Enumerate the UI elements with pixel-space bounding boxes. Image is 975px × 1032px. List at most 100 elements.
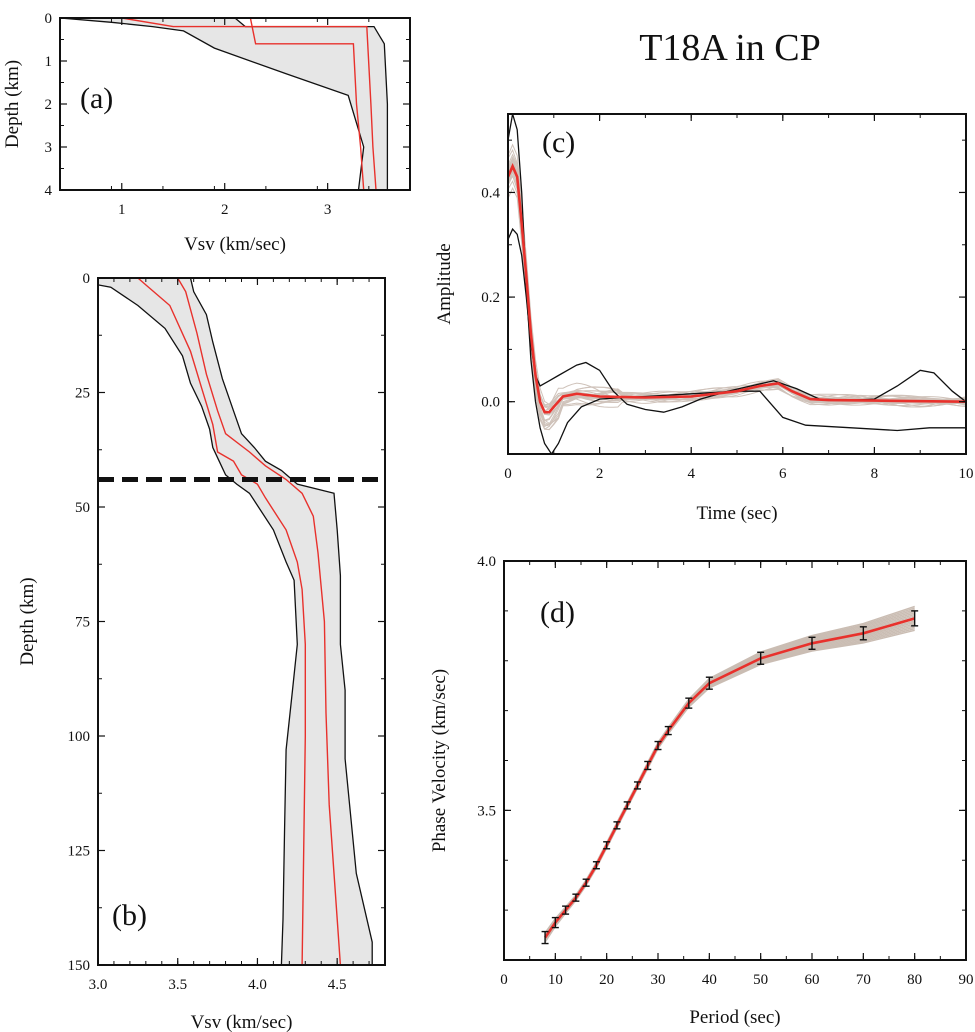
ensemble-trace [508,165,966,414]
ensemble-trace [508,143,966,408]
y-tick-label: 3 [45,140,53,156]
ensemble-trace [508,161,966,408]
y-tick-label: 100 [68,729,91,745]
x-tick-label: 8 [871,466,879,482]
envelope-max-line [98,278,373,965]
y-tick-label: 3.5 [477,803,496,819]
ensemble-trace [508,162,966,406]
panel-label: (b) [112,899,147,932]
ensemble-curve [544,615,915,937]
x-tick-label: 4.5 [328,977,347,993]
ensemble-curve [544,607,915,934]
plot-area [60,18,389,190]
y-tick-label: 75 [75,615,90,631]
x-tick-label: 0 [504,466,512,482]
ensemble-trace [508,148,966,424]
y-tick-label: 0.2 [481,290,500,306]
ensemble-trace [508,187,966,413]
y-tick-label: 0.4 [481,185,500,201]
y-axis-label: Phase Velocity (km/sec) [429,669,450,852]
ensemble-trace [508,156,966,408]
panel-d-phase-velocity-dispersion: 0 10 20 30 40 50 60 70 80 90 3.5 4.0 Period (sec) Pha… [429,554,974,1028]
y-tick-label: 50 [75,500,90,516]
x-axis-label: Vsv (km/sec) [184,234,286,255]
x-tick-label: 0 [500,972,508,988]
ensemble-trace [508,165,966,414]
x-tick-label: 4.0 [248,977,267,993]
x-tick-label: 80 [907,972,922,988]
ensemble-curve [544,613,915,937]
ensemble-trace [508,153,966,410]
y-tick-label: 4 [45,183,53,199]
y-tick-label: 2 [45,97,53,113]
x-tick-label: 3 [324,202,332,218]
ensemble-trace [508,164,966,414]
x-tick-label: 30 [651,972,666,988]
model-bound-line-2 [98,278,342,965]
x-tick-label: 3.0 [89,977,108,993]
ensemble-trace [508,166,966,414]
x-tick-label: 90 [959,972,974,988]
plot-area [508,114,966,454]
y-axis-label: Amplitude [434,243,455,324]
model-bound-line-2 [121,18,377,190]
ensemble-trace [508,171,966,412]
y-tick-label: 25 [75,386,90,402]
model-envelope-fill [98,278,373,965]
best-fit-dispersion-curve [544,617,916,939]
x-tick-label: 2 [221,202,229,218]
ensemble-trace [508,165,966,413]
y-tick-label: 0 [45,11,53,27]
ensemble-trace [508,162,966,416]
x-tick-label: 3.5 [168,977,187,993]
x-tick-label: 20 [599,972,614,988]
ensemble-curve [544,616,915,938]
panel-label: (d) [540,596,575,629]
x-tick-label: 70 [856,972,871,988]
panel-c-receiver-function: 0 2 4 6 8 10 0.0 0.2 0.4 Time (sec) Amplitude (c) [434,113,974,524]
plot-area [544,605,916,943]
ensemble-traces [508,143,966,431]
ensemble-curve [544,612,915,936]
x-tick-label: 2 [596,466,604,482]
y-axis-label: Depth (km) [2,60,23,148]
y-tick-label: 4.0 [477,554,496,570]
y-tick-label: 0 [83,271,91,287]
figure-title: T18A in CP [639,27,821,69]
observed-bound-trace-2 [508,227,966,413]
ensemble-curve [544,608,915,935]
y-axis-label: Depth (km) [17,577,38,665]
panel-label: (c) [542,126,575,159]
ensemble-trace [508,162,966,416]
ensemble-trace [508,167,966,406]
y-tick-label: 1 [45,54,53,70]
panel-label: (a) [80,82,113,115]
ensemble-trace [508,168,966,413]
x-tick-label: 50 [753,972,768,988]
ensemble-trace [508,157,966,426]
x-tick-label: 60 [805,972,820,988]
x-tick-label: 10 [548,972,563,988]
x-tick-label: 6 [779,466,787,482]
best-fit-receiver-function [508,163,966,414]
x-axis-label: Time (sec) [696,503,777,524]
ensemble-curve [544,618,915,939]
ensemble-trace [508,159,966,416]
ensemble-trace [508,158,966,416]
model-bound-line-1 [98,278,306,965]
x-tick-label: 40 [702,972,717,988]
x-axis-label: Period (sec) [689,1007,780,1028]
x-tick-label: 10 [959,466,974,482]
x-tick-label: 1 [118,202,126,218]
plot-area [98,278,373,965]
panel-b-vsv-depth-profile: 3.0 3.5 4.0 4.5 0 25 50 75 100 125 150 Vsv (km/sec)… [17,271,386,1032]
ensemble-curve [544,605,915,934]
model-bound-line-1 [121,18,365,190]
ensemble-curves [544,605,915,943]
panel-a-vsv-shallow: 1 2 3 0 1 2 3 4 Vsv (km/sec) Depth (km) (a) [2,11,411,255]
model-envelope-fill [60,18,388,190]
ensemble-trace [508,171,966,422]
envelope-max-line [121,18,389,190]
y-tick-label: 125 [68,844,91,860]
